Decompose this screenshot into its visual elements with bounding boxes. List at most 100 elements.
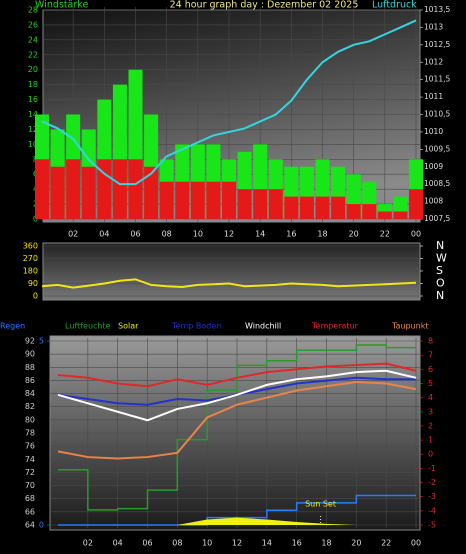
- y3-tick-label: 0: [39, 521, 44, 530]
- y-tick-label: 18: [28, 80, 38, 89]
- series-line: [57, 381, 417, 460]
- y-tick-label: 82: [25, 402, 35, 411]
- bar: [237, 189, 252, 219]
- bar: [34, 159, 50, 219]
- series-line: [58, 517, 416, 525]
- y-tick-label: 26: [28, 20, 38, 29]
- legend-entry: Luftfeuchte: [65, 322, 111, 331]
- bar: [66, 159, 81, 219]
- y-tick-label: 28: [28, 6, 38, 15]
- bar: [190, 181, 205, 219]
- bar: [112, 159, 127, 219]
- chart-title: 24 hour graph day : Dezember 02 2025: [170, 0, 359, 11]
- y-tick-label: 72: [25, 468, 35, 477]
- series-line: [41, 278, 417, 289]
- y2-tick-label: W: [436, 252, 447, 265]
- x-tick-label: 18: [321, 539, 331, 548]
- y2-tick-label: -2: [428, 478, 436, 487]
- y-tick-label: 74: [25, 455, 35, 464]
- y2-tick-label: 1011,5: [424, 75, 450, 84]
- legend-entry: Temp Boden: [171, 322, 221, 331]
- y-tick-label: 88: [25, 363, 35, 372]
- bar: [377, 211, 392, 219]
- x-tick-label: 02: [83, 539, 93, 548]
- x-tick-label: 00: [411, 539, 421, 548]
- bar: [206, 181, 221, 219]
- y-tick-label: 92: [25, 337, 35, 346]
- y3-tick-label: 5: [39, 337, 44, 346]
- y2-tick-label: 1010: [424, 127, 443, 136]
- y-tick-label: 10: [28, 140, 38, 149]
- legend-entry: Temperatur: [311, 322, 359, 331]
- x-tick-label: 06: [130, 230, 140, 239]
- x-tick-label: 12: [224, 230, 234, 239]
- bar: [50, 166, 65, 219]
- y2-tick-label: 1008: [424, 197, 443, 206]
- y2-tick-label: 1012,5: [424, 40, 450, 49]
- y-tick-label: 84: [25, 389, 35, 398]
- x-tick-label: 22: [380, 230, 390, 239]
- bar: [346, 204, 361, 219]
- x-tick-label: 10: [193, 230, 203, 239]
- y2-tick-label: N: [436, 239, 444, 252]
- y-axis-label: Windstärke: [35, 0, 88, 11]
- bar: [408, 189, 424, 219]
- y2-tick-label: N: [436, 289, 444, 302]
- y2-tick-label: 1009,5: [424, 144, 450, 153]
- plot-area: [42, 242, 421, 301]
- y-tick-label: 14: [28, 110, 38, 119]
- y2-tick-label: 1: [428, 436, 433, 445]
- series-line: [57, 369, 417, 422]
- y2-tick-label: 4: [428, 393, 433, 402]
- bar: [221, 181, 237, 219]
- bar: [253, 189, 268, 219]
- y2-tick-label: 1011: [424, 92, 443, 101]
- y-tick-label: 66: [25, 507, 35, 516]
- y-tick-label: 80: [25, 415, 35, 424]
- y2-tick-label: 1013,5: [424, 5, 450, 14]
- y-tick-label: 76: [25, 442, 35, 451]
- y2-tick-label: 8: [428, 337, 433, 346]
- bar: [315, 196, 330, 219]
- bar: [331, 196, 346, 219]
- x-tick-label: 16: [286, 230, 296, 239]
- y2-tick-label: 3: [428, 407, 433, 416]
- y-tick-label: 12: [28, 125, 38, 134]
- y-tick-label: 22: [28, 50, 38, 59]
- legend-entry: Regen: [0, 322, 25, 331]
- series-line: [57, 362, 417, 388]
- x-tick-label: 16: [292, 539, 302, 548]
- y2-tick-label: 5: [428, 379, 433, 388]
- bar: [128, 159, 143, 219]
- x-tick-label: 04: [99, 230, 109, 239]
- bar: [284, 196, 299, 219]
- y2-tick-label: 1009: [424, 162, 443, 171]
- y2-tick-label: 0: [428, 450, 433, 459]
- bar: [175, 181, 190, 219]
- y2-tick-label: S: [436, 264, 443, 277]
- annotation: Sun Set: [305, 500, 336, 509]
- x-tick-label: 04: [113, 539, 123, 548]
- bar: [81, 166, 96, 219]
- y-tick-label: 86: [25, 376, 35, 385]
- y2-tick-label: 1007,5: [424, 214, 450, 223]
- bar: [268, 189, 283, 219]
- bar: [299, 196, 314, 219]
- y2-tick-label: 1010,5: [424, 110, 450, 119]
- x-tick-label: 22: [381, 539, 391, 548]
- bar: [393, 211, 408, 219]
- x-tick-label: 20: [349, 230, 359, 239]
- y2-tick-label: 1008,5: [424, 179, 450, 188]
- y2-tick-label: -1: [428, 464, 436, 473]
- y2-tick-label: 7: [428, 351, 433, 360]
- y2-tick-label: 1012: [424, 57, 443, 66]
- bar: [144, 166, 159, 219]
- y-tick-label: 0: [33, 292, 38, 301]
- bar: [362, 204, 377, 219]
- y-tick-label: 68: [25, 494, 35, 503]
- series-line: [58, 344, 416, 511]
- y-tick-label: 24: [28, 35, 38, 44]
- y-tick-label: 64: [25, 521, 35, 530]
- y2-tick-label: -5: [428, 521, 436, 530]
- x-tick-label: 06: [142, 539, 152, 548]
